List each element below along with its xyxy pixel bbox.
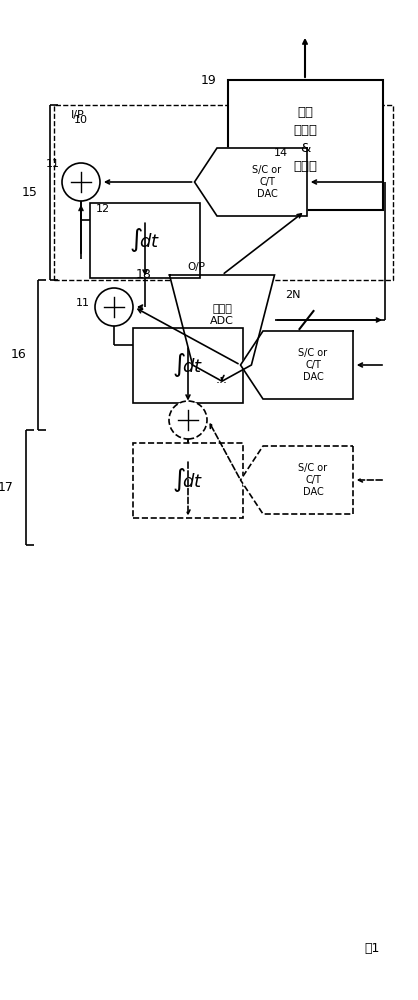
Text: 16: 16 <box>10 349 26 361</box>
Text: O/P: O/P <box>187 262 205 272</box>
Text: 11: 11 <box>46 159 60 169</box>
Bar <box>227 80 382 210</box>
Circle shape <box>169 401 207 439</box>
Text: ...: ... <box>216 373 228 386</box>
Text: 18: 18 <box>136 267 152 280</box>
Text: 图1: 图1 <box>364 942 380 954</box>
Polygon shape <box>240 331 353 399</box>
Text: 19: 19 <box>200 74 216 87</box>
Polygon shape <box>170 275 275 381</box>
Text: 11: 11 <box>76 298 90 308</box>
Bar <box>54 105 393 280</box>
Circle shape <box>95 288 133 326</box>
Text: S/C or
C/T
DAC: S/C or C/T DAC <box>298 463 328 497</box>
Polygon shape <box>194 148 307 216</box>
Text: 10: 10 <box>74 115 88 125</box>
Text: 15: 15 <box>22 186 38 199</box>
Text: $\int\!dt$: $\int\!dt$ <box>172 351 204 379</box>
Bar <box>133 442 243 518</box>
Bar <box>133 328 243 402</box>
Text: 2N: 2N <box>285 290 301 300</box>
Text: 14: 14 <box>274 148 288 158</box>
Text: S/C or
C/T
DAC: S/C or C/T DAC <box>298 348 328 382</box>
Text: S/C or
C/T
DAC: S/C or C/T DAC <box>252 165 282 199</box>
Text: 数字
滤波器
&
抽取器: 数字 滤波器 & 抽取器 <box>293 106 317 174</box>
Text: $\int\!dt$: $\int\!dt$ <box>172 466 204 494</box>
Polygon shape <box>240 446 353 514</box>
Text: 快闪式
ADC: 快闪式 ADC <box>210 304 234 326</box>
Text: 12: 12 <box>96 204 110 214</box>
Text: $\int\!dt$: $\int\!dt$ <box>129 226 161 254</box>
Text: I/P: I/P <box>71 110 85 120</box>
Text: 17: 17 <box>0 481 14 494</box>
Circle shape <box>62 163 100 201</box>
Bar <box>90 202 200 277</box>
